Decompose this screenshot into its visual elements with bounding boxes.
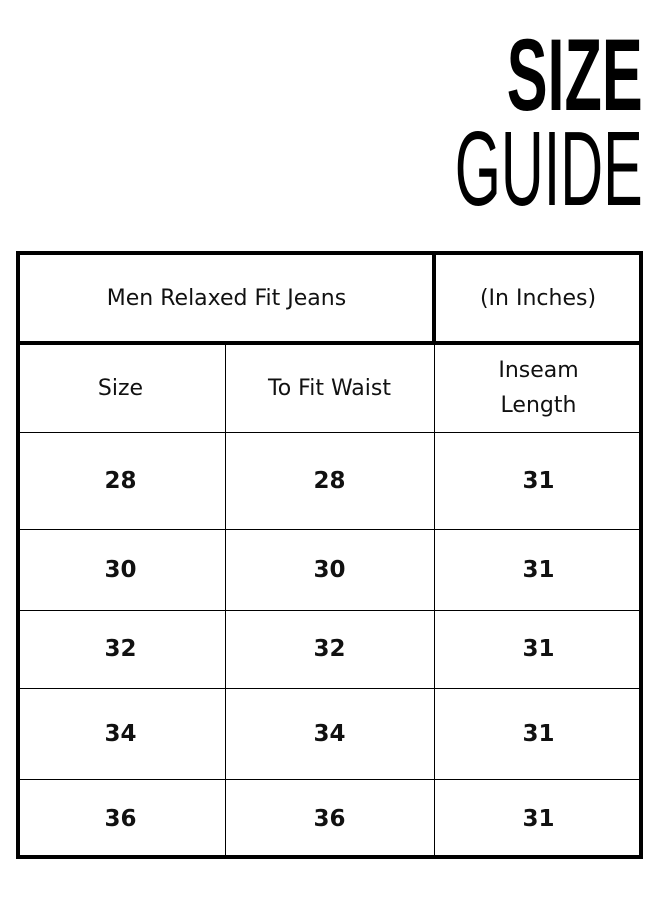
row-divider	[20, 529, 639, 530]
size-guide-title-line2: GUIDE	[455, 110, 643, 228]
row-divider	[20, 610, 639, 611]
size-cell: 32	[104, 636, 137, 662]
waist-cell: 32	[313, 636, 346, 662]
table-caption: Men Relaxed Fit Jeans	[106, 286, 347, 311]
waist-cell: 30	[313, 556, 346, 583]
waist-header: To Fit Waist	[268, 375, 391, 401]
inseam-cell: 31	[522, 556, 555, 583]
header-divider	[432, 255, 436, 344]
inseam-cell: 31	[522, 720, 555, 747]
row-divider	[20, 779, 639, 780]
inseam-cell: 31	[522, 806, 555, 832]
inseam-cell: 31	[522, 636, 555, 662]
waist-cell: 34	[313, 720, 346, 747]
inseam-header: Inseam Length	[498, 357, 579, 418]
size-cell: 34	[104, 720, 137, 747]
size-cell: 28	[104, 467, 137, 494]
column-divider	[434, 344, 435, 859]
size-table: Men Relaxed Fit Jeans (In Inches) Size To F…	[16, 251, 643, 859]
waist-cell: 36	[313, 806, 346, 832]
column-divider	[225, 344, 226, 859]
inseam-cell: 31	[522, 467, 555, 494]
header-bottom-line	[20, 341, 639, 345]
waist-cell: 28	[313, 467, 346, 494]
size-header: Size	[97, 375, 144, 401]
size-cell: 30	[104, 556, 137, 583]
size-cell: 36	[104, 806, 137, 832]
size-guide-title-line1: SIZE	[506, 18, 643, 132]
row-divider	[20, 688, 639, 689]
row-divider	[20, 432, 639, 433]
unit-label: (In Inches)	[479, 286, 597, 311]
